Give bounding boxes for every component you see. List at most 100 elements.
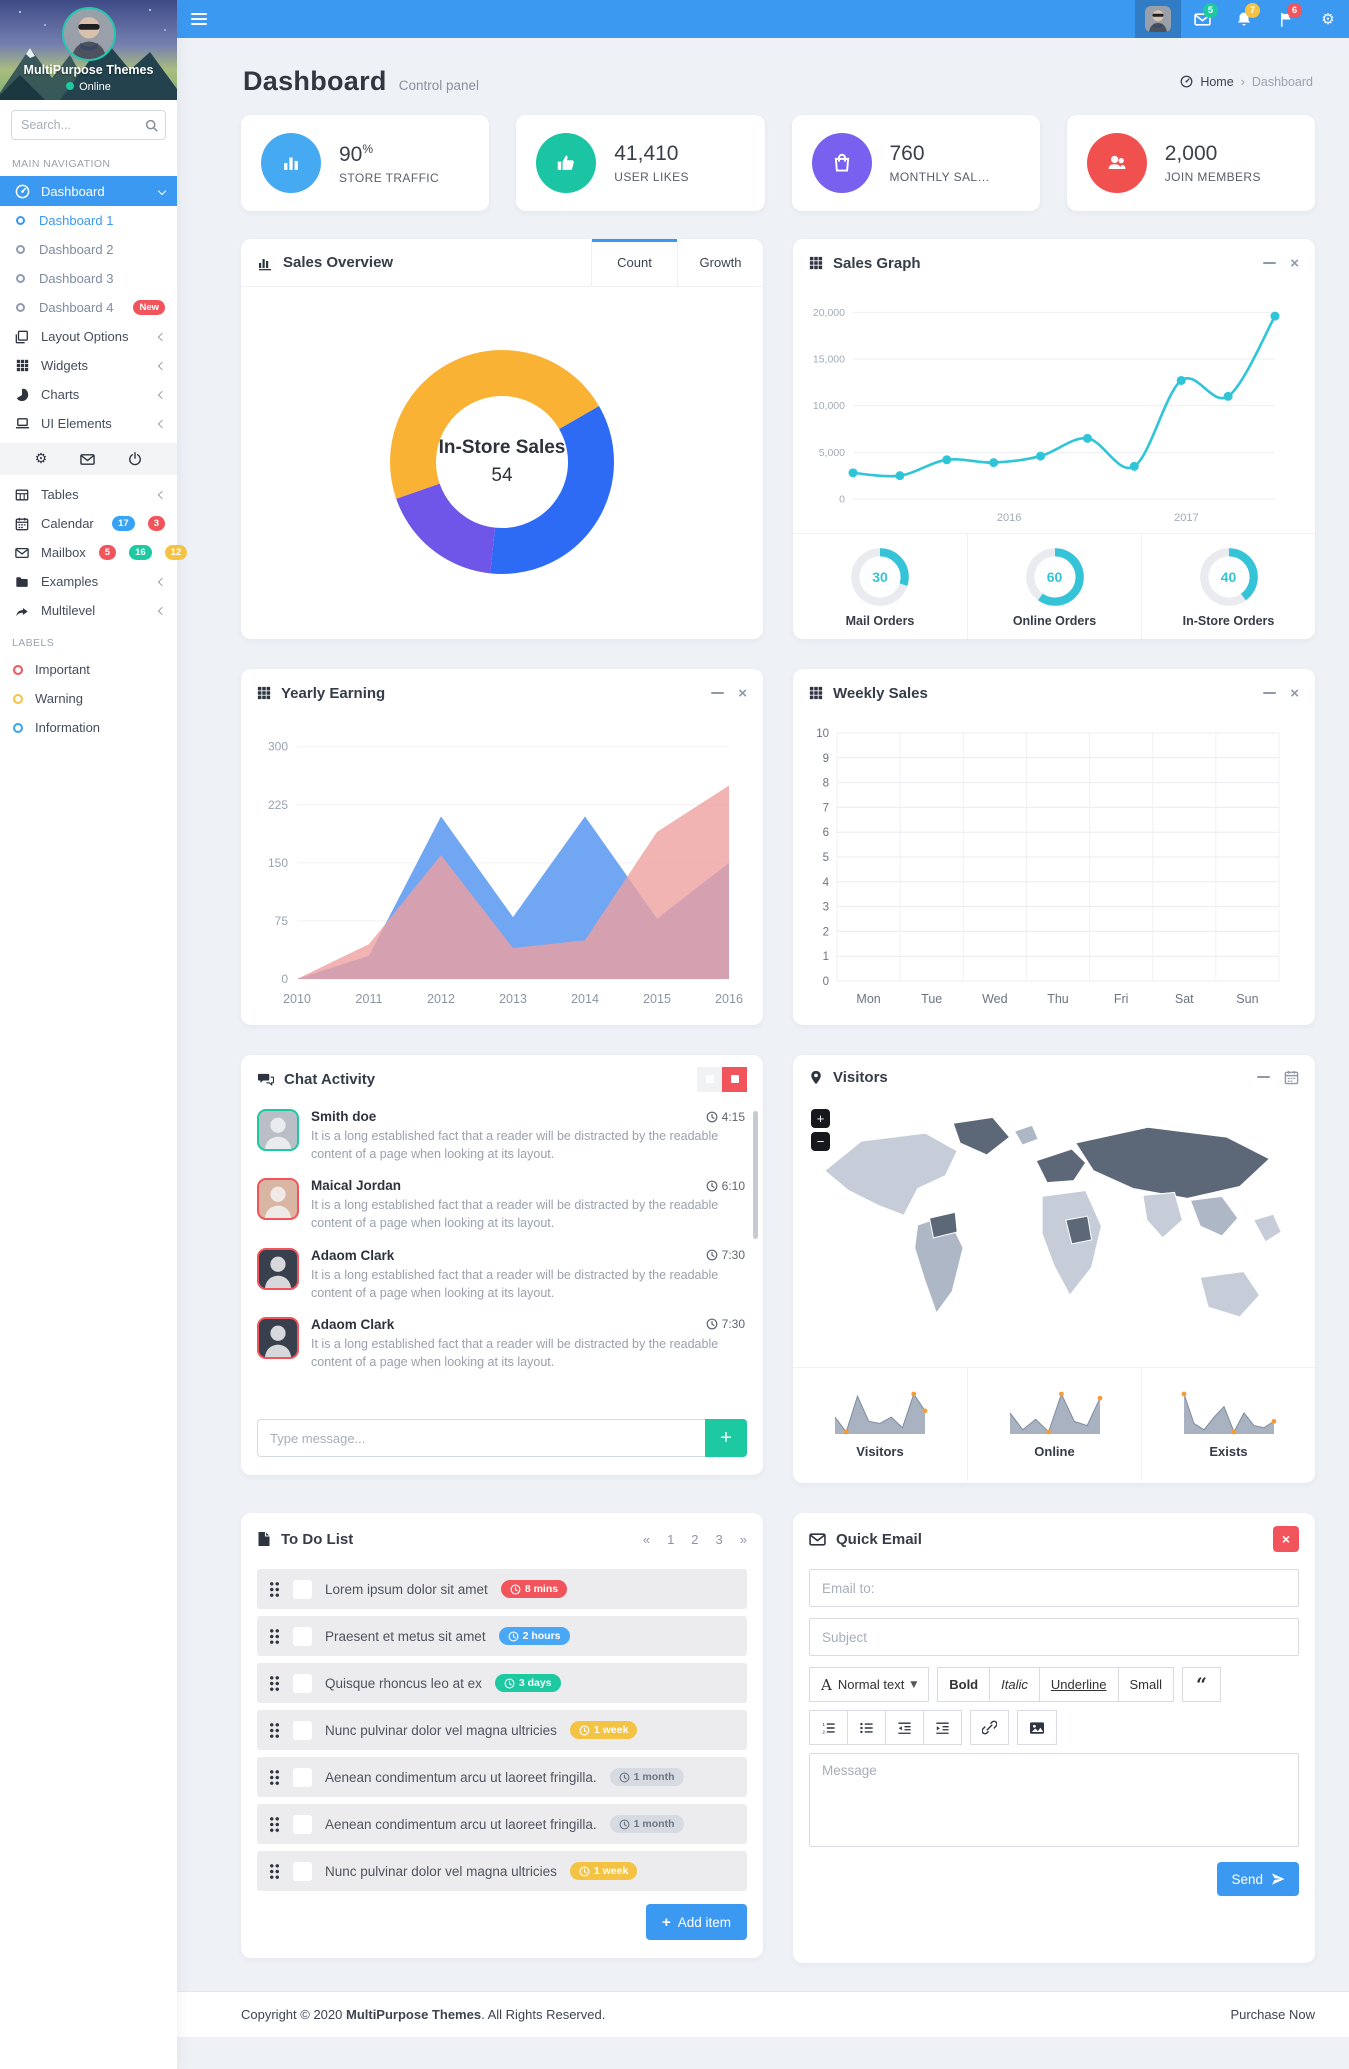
drag-handle-icon[interactable] [269,1627,280,1645]
settings-gear-icon[interactable]: ⚙ [1321,10,1335,28]
todo-checkbox[interactable] [293,1626,312,1646]
todo-item[interactable]: Nunc pulvinar dolor vel magna ultricies … [257,1710,747,1750]
close-icon[interactable]: × [738,684,747,702]
todo-checkbox[interactable] [293,1579,312,1599]
drag-handle-icon[interactable] [269,1815,280,1833]
sidebar-item-dashboard-2[interactable]: Dashboard 2 [0,235,177,264]
email-to-field[interactable] [809,1569,1299,1607]
power-icon[interactable] [128,452,142,466]
bold-button[interactable]: Bold [937,1667,991,1702]
sidebar-item-examples[interactable]: Examples [0,567,177,596]
page-3[interactable]: 3 [715,1531,723,1547]
flags-menu[interactable]: 6 [1265,0,1307,38]
sidebar-item-multilevel[interactable]: Multilevel [0,596,177,625]
close-icon[interactable]: × [1290,684,1299,702]
svg-text:1: 1 [823,951,829,963]
indent-icon[interactable] [923,1710,962,1745]
italic-button[interactable]: Italic [989,1667,1040,1702]
sidebar-item-charts[interactable]: Charts [0,380,177,409]
sidebar-label-information[interactable]: Information [0,713,177,742]
todo-item[interactable]: Nunc pulvinar dolor vel magna ultricies … [257,1851,747,1891]
purchase-now-link[interactable]: Purchase Now [1230,2007,1315,2022]
calendar-icon[interactable] [1284,1070,1299,1085]
page-next[interactable]: » [739,1531,747,1547]
sidebar-item-ui-elements[interactable]: UI Elements [0,409,177,438]
drag-handle-icon[interactable] [269,1721,280,1739]
user-avatar[interactable] [61,7,116,61]
chat-message-input[interactable] [257,1419,705,1457]
topbar-avatar[interactable] [1135,0,1181,38]
sidebar-item-widgets[interactable]: Widgets [0,351,177,380]
unordered-list-icon[interactable] [847,1710,886,1745]
todo-item[interactable]: Lorem ipsum dolor sit amet 8 mins [257,1569,747,1609]
message-text: It is a long established fact that a rea… [311,1336,719,1369]
world-map[interactable]: + − [793,1099,1315,1367]
map-zoom-out-button[interactable]: − [811,1132,830,1151]
tab-growth[interactable]: Growth [677,239,763,287]
drag-handle-icon[interactable] [269,1580,280,1598]
add-item-button[interactable]: + Add item [645,1904,747,1940]
page-prev[interactable]: « [642,1531,651,1547]
sidebar-label-warning[interactable]: Warning [0,684,177,713]
sidebar-item-layout-options[interactable]: Layout Options [0,322,177,351]
todo-checkbox[interactable] [293,1767,312,1787]
collapse-icon[interactable] [1263,261,1277,265]
chat-message-list: Smith doe 4:15 It is a long established … [241,1103,763,1409]
sidebar-item-dashboard[interactable]: Dashboard [0,176,177,206]
drag-handle-icon[interactable] [269,1862,280,1880]
breadcrumb: Home › Dashboard [1180,75,1313,89]
map-zoom-in-button[interactable]: + [811,1109,830,1128]
send-email-button[interactable]: Send [1217,1862,1299,1896]
chat-stop-button[interactable] [722,1066,747,1092]
todo-checkbox[interactable] [293,1673,312,1693]
blockquote-icon[interactable]: “ [1182,1667,1221,1702]
hamburger-menu-icon[interactable] [177,0,221,38]
messages-menu[interactable]: 5 [1181,0,1223,38]
close-icon[interactable]: × [1290,254,1299,272]
todo-checkbox[interactable] [293,1814,312,1834]
widgets-icon [13,359,31,372]
gear-icon[interactable]: ⚙ [34,451,48,467]
chat-option-button[interactable] [697,1066,722,1092]
todo-checkbox[interactable] [293,1720,312,1740]
notifications-menu[interactable]: 7 [1223,0,1265,38]
todo-item[interactable]: Quisque rhoncus leo at ex 3 days [257,1663,747,1703]
text-style-dropdown[interactable]: A Normal text ▼ [809,1667,930,1702]
outdent-icon[interactable] [885,1710,924,1745]
envelope-icon[interactable] [80,452,95,467]
sidebar-item-dashboard-1[interactable]: Dashboard 1 [0,206,177,235]
todo-checkbox[interactable] [293,1861,312,1881]
svg-text:2012: 2012 [427,992,455,1006]
scrollbar-thumb[interactable] [753,1111,758,1239]
sidebar-item-mailbox[interactable]: Mailbox 5 16 12 [0,538,188,567]
collapse-icon[interactable] [711,691,725,695]
page-2[interactable]: 2 [691,1531,699,1547]
sidebar-item-calendar[interactable]: Calendar 17 3 [0,509,177,538]
message-textarea[interactable] [809,1753,1299,1847]
sidebar-item-dashboard-4[interactable]: Dashboard 4 New [0,293,177,322]
todo-item[interactable]: Praesent et metus sit amet 2 hours [257,1616,747,1656]
breadcrumb-home[interactable]: Home [1200,74,1234,89]
sidebar-label-important[interactable]: Important [0,655,177,684]
drag-handle-icon[interactable] [269,1768,280,1786]
collapse-icon[interactable] [1263,691,1277,695]
sidebar-item-tables[interactable]: Tables [0,480,177,509]
sidebar-item-dashboard-3[interactable]: Dashboard 3 [0,264,177,293]
underline-button[interactable]: Underline [1038,1667,1119,1702]
page-1[interactable]: 1 [667,1531,675,1547]
search-icon[interactable] [137,119,165,132]
tab-count[interactable]: Count [591,239,677,287]
image-icon[interactable] [1017,1710,1057,1745]
close-button[interactable]: × [1273,1526,1299,1552]
todo-item[interactable]: Aenean condimentum arcu ut laoreet fring… [257,1757,747,1797]
link-icon[interactable] [970,1710,1009,1745]
table-icon [13,488,31,502]
drag-handle-icon[interactable] [269,1674,280,1692]
subject-field[interactable] [809,1618,1299,1656]
todo-item[interactable]: Aenean condimentum arcu ut laoreet fring… [257,1804,747,1844]
collapse-icon[interactable] [1257,1075,1270,1079]
small-text-button[interactable]: Small [1117,1667,1175,1702]
search-input[interactable] [12,118,137,132]
send-message-button[interactable]: + [705,1419,747,1457]
